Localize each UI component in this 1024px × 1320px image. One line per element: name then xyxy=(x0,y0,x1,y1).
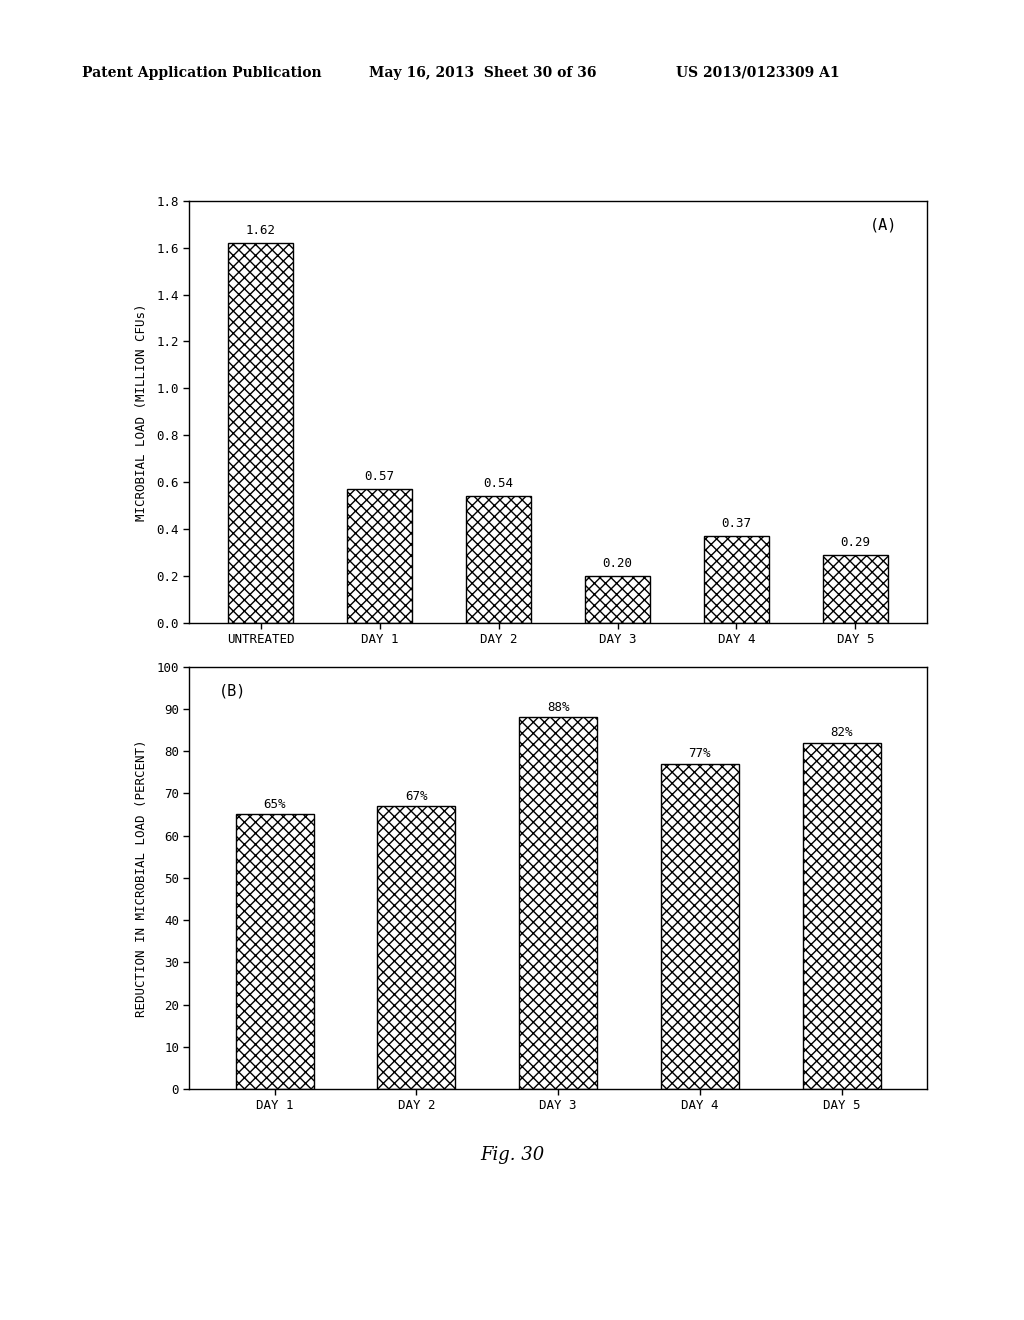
Text: 0.57: 0.57 xyxy=(365,470,394,483)
Bar xyxy=(803,743,881,1089)
Text: 0.29: 0.29 xyxy=(841,536,870,549)
Bar xyxy=(236,814,313,1089)
Text: 77%: 77% xyxy=(688,747,711,760)
Text: 0.37: 0.37 xyxy=(722,517,752,531)
Text: 88%: 88% xyxy=(547,701,569,714)
Bar xyxy=(466,496,531,623)
Text: Fig. 30: Fig. 30 xyxy=(480,1146,544,1164)
Bar xyxy=(822,554,888,623)
Bar xyxy=(377,807,456,1089)
Text: 65%: 65% xyxy=(263,799,286,810)
Bar xyxy=(585,576,650,623)
Bar xyxy=(519,717,597,1089)
Y-axis label: REDUCTION IN MICROBIAL LOAD (PERCENT): REDUCTION IN MICROBIAL LOAD (PERCENT) xyxy=(135,739,148,1016)
Text: May 16, 2013  Sheet 30 of 36: May 16, 2013 Sheet 30 of 36 xyxy=(369,66,596,79)
Text: US 2013/0123309 A1: US 2013/0123309 A1 xyxy=(676,66,840,79)
Bar xyxy=(228,243,294,623)
Text: (A): (A) xyxy=(869,218,897,232)
Y-axis label: MICROBIAL LOAD (MILLION CFUs): MICROBIAL LOAD (MILLION CFUs) xyxy=(135,304,148,520)
Text: 82%: 82% xyxy=(830,726,853,739)
Text: 67%: 67% xyxy=(406,789,428,803)
Text: 0.54: 0.54 xyxy=(483,478,514,491)
Text: (B): (B) xyxy=(219,684,247,698)
Bar xyxy=(703,536,769,623)
Text: 1.62: 1.62 xyxy=(246,224,275,238)
Bar xyxy=(347,490,413,623)
Text: 0.20: 0.20 xyxy=(602,557,633,570)
Bar xyxy=(660,764,739,1089)
Text: Patent Application Publication: Patent Application Publication xyxy=(82,66,322,79)
